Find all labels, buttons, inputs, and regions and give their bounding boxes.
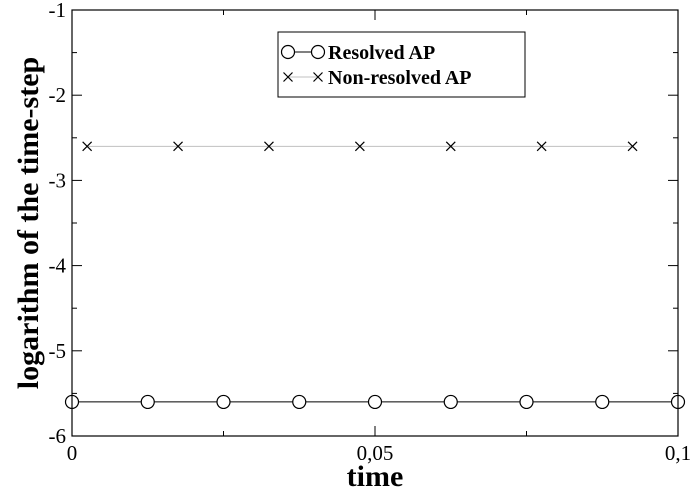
marker-x-stroke [264, 141, 274, 152]
y-tick-label: -4 [49, 254, 67, 278]
marker-x-stroke [354, 141, 365, 152]
y-tick-label: -6 [49, 424, 67, 448]
marker-x-stroke [313, 72, 323, 82]
y-tick-label: -5 [49, 339, 67, 363]
marker-x-stroke [82, 141, 93, 152]
x-tick-label: 0,05 [357, 441, 394, 465]
legend-box [277, 31, 526, 98]
legend: Resolved AP Non-resolved AP [277, 31, 526, 98]
data-point-non-resolved-ap [354, 141, 365, 152]
legend-marker-resolved-ap [310, 44, 326, 60]
y-tick-label: -1 [49, 0, 67, 22]
ticks-layer: -6 -5 -4 -3 -2 -1 0 0,05 0,1 [49, 0, 692, 465]
data-point-resolved-ap [519, 394, 534, 410]
marker-x-stroke [536, 141, 547, 152]
marker-x-stroke [627, 141, 638, 152]
marker-x-stroke [283, 72, 293, 82]
data-point-non-resolved-ap [445, 141, 456, 152]
data-point-resolved-ap [443, 394, 458, 410]
data-point-resolved-ap [595, 394, 610, 410]
data-point-resolved-ap [216, 394, 231, 410]
data-point-non-resolved-ap [536, 141, 547, 152]
legend-marker-non-resolved-ap [313, 72, 323, 82]
legend-label-resolved: Resolved AP [328, 42, 435, 64]
data-point-non-resolved-ap [173, 141, 183, 152]
x-tick-label: 0 [67, 441, 78, 465]
data-point-resolved-ap [292, 394, 307, 410]
x-axis-title: time [347, 460, 404, 493]
data-point-non-resolved-ap [264, 141, 274, 152]
data-point-resolved-ap [140, 394, 155, 410]
legend-marker-resolved-ap [280, 44, 296, 60]
marker-x-stroke [173, 141, 183, 152]
legend-marker-non-resolved-ap [283, 72, 293, 82]
series-layer [64, 141, 686, 410]
y-tick-label: -2 [49, 83, 67, 107]
x-tick-label: 0,1 [665, 441, 691, 465]
data-point-non-resolved-ap [627, 141, 638, 152]
y-tick-label: -3 [49, 168, 67, 192]
marker-x-stroke [445, 141, 456, 152]
legend-label-non-resolved: Non-resolved AP [328, 67, 472, 89]
y-axis-title: logarithm of the time-step [12, 57, 45, 389]
legend-marks [280, 44, 326, 82]
data-point-non-resolved-ap [82, 141, 93, 152]
data-point-resolved-ap [367, 394, 383, 410]
